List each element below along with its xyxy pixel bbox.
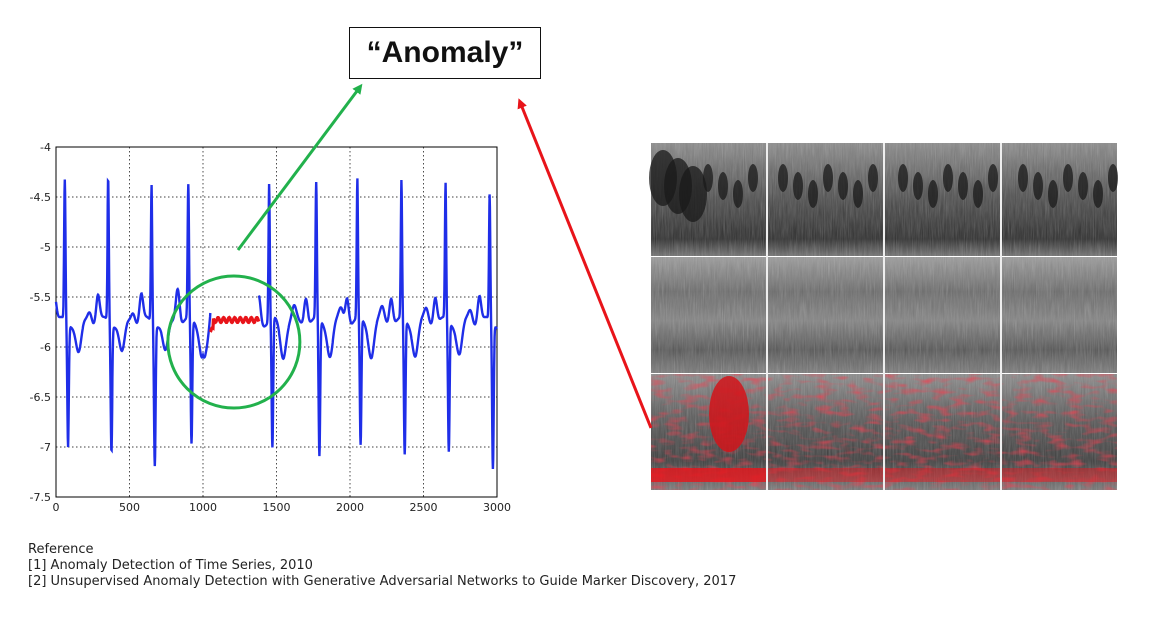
oct-tile — [885, 257, 1000, 373]
oct-tile — [1002, 374, 1117, 490]
x-axis-ticks: 0 500 1000 1500 2000 2500 3000 — [53, 501, 512, 514]
oct-tile — [768, 143, 883, 256]
anomaly-label: “Anomaly” — [366, 36, 524, 69]
y-tick-label: -5.5 — [30, 291, 51, 304]
oct-tile — [651, 374, 766, 490]
x-tick-label: 1000 — [189, 501, 217, 514]
oct-tile — [1002, 143, 1118, 256]
anomaly-circle — [166, 274, 302, 410]
oct-tile — [651, 257, 766, 373]
oct-tile — [1002, 257, 1117, 373]
oct-tile — [649, 143, 766, 256]
x-tick-label: 0 — [53, 501, 60, 514]
oct-tile — [885, 143, 1000, 256]
y-tick-label: -7.5 — [30, 491, 51, 504]
series-line-anomaly — [208, 315, 261, 333]
x-tick-label: 2500 — [410, 501, 438, 514]
oct-tile — [768, 374, 883, 490]
reference-item-2: [2] Unsupervised Anomaly Detection with … — [28, 574, 737, 589]
x-tick-label: 3000 — [483, 501, 511, 514]
green-arrow — [236, 83, 363, 251]
reference-item-1: [1] Anomaly Detection of Time Series, 20… — [28, 558, 313, 573]
anomaly-label-box: “Anomaly” — [349, 27, 541, 79]
x-tick-label: 1500 — [263, 501, 291, 514]
y-tick-label: -5 — [40, 241, 51, 254]
oct-tile — [885, 374, 1000, 490]
y-tick-label: -6 — [40, 341, 51, 354]
y-tick-label: -4.5 — [30, 191, 51, 204]
series-line-normal — [54, 177, 498, 470]
y-axis-ticks: -4 -4.5 -5 -5.5 -6 -6.5 -7 -7.5 — [30, 141, 51, 504]
references-heading: Reference — [28, 542, 94, 557]
y-tick-label: -7 — [40, 441, 51, 454]
references: Reference [1] Anomaly Detection of Time … — [28, 542, 736, 590]
x-tick-label: 2000 — [336, 501, 364, 514]
x-tick-label: 500 — [119, 501, 140, 514]
y-tick-label: -4 — [40, 141, 51, 154]
oct-tile — [768, 257, 883, 373]
y-tick-label: -6.5 — [30, 391, 51, 404]
red-arrow — [517, 98, 653, 429]
